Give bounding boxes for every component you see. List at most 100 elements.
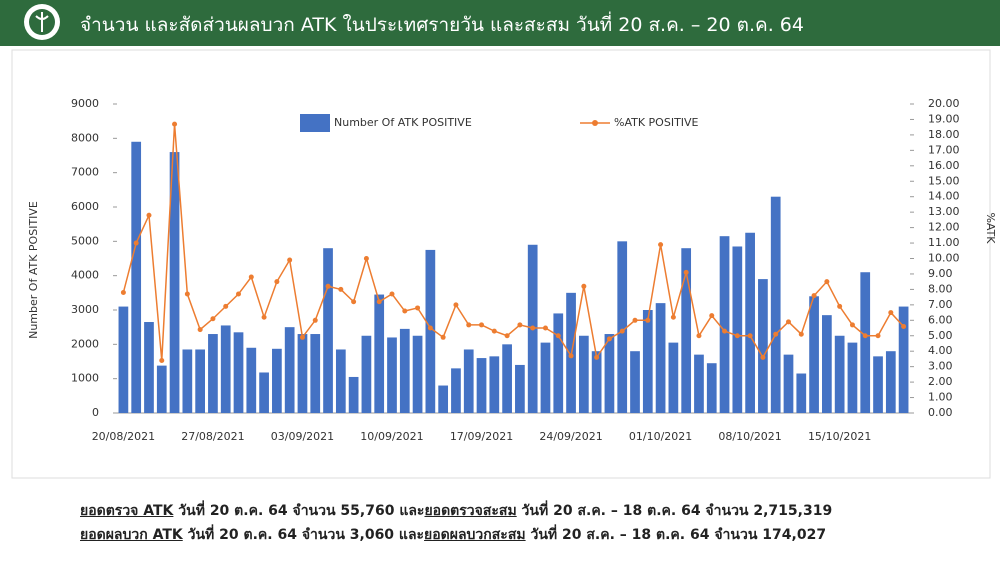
line-marker [427,325,433,331]
bar [681,248,692,413]
bar [578,335,589,413]
y2-tick-label: 12.00 [928,221,960,234]
footer-text: ยอดตรวจ ATK [80,503,174,519]
bar [630,351,640,413]
line-marker [415,305,421,311]
bar [399,328,410,413]
bar [847,342,858,413]
bar [310,334,321,413]
footer-text: วันที่ 20 ต.ค. 64 จำนวน 55,760 และ [173,503,425,519]
bar [796,373,807,413]
line-marker [338,286,344,292]
y-tick-label: 2000 [71,337,99,350]
footer-text: ยอดตรวจสะสม [424,503,517,519]
title: จำนวน และสัดส่วนผลบวก ATK ในประเทศรายวัน… [80,14,804,36]
y2-tick-label: 19.00 [928,112,960,125]
y-tick-label: 7000 [71,166,99,179]
line-marker [530,325,536,331]
y-tick-label: 8000 [71,131,99,144]
bar [131,141,142,413]
bar [361,335,372,413]
line-marker [824,279,830,285]
footer-text: ยอดผลบวก ATK [80,527,183,543]
y-tick-label: 6000 [71,200,99,213]
y2-tick-label: 8.00 [928,282,953,295]
bar [860,272,871,413]
bar [297,334,308,413]
y2-tick-label: 6.00 [928,313,953,326]
x-tick-label: 01/10/2021 [629,430,692,443]
x-tick-label: 15/10/2021 [808,430,871,443]
bar [655,303,666,413]
line-marker [210,316,216,322]
y2-tick-label: 7.00 [928,298,953,311]
line-marker [197,327,203,333]
line-marker [363,256,369,261]
y-tick-label: 4000 [71,269,99,282]
y2-tick-label: 11.00 [928,236,960,249]
line-marker [798,331,804,337]
bar [387,337,397,413]
line-marker [325,283,331,289]
line-marker [747,333,753,339]
line-marker [453,302,459,308]
bar [220,325,231,413]
bar [809,296,819,413]
y-axis-title: Number Of ATK POSITIVE [27,201,40,339]
bar [335,349,346,413]
line-marker [491,328,497,334]
logo [24,4,60,40]
y2-tick-label: 9.00 [928,267,953,280]
y2-tick-label: 13.00 [928,205,960,218]
line-marker [504,333,510,339]
x-tick-label: 17/09/2021 [450,430,513,443]
bar [169,152,180,414]
line-marker [888,310,894,316]
x-tick-label: 24/09/2021 [539,430,602,443]
bar [259,372,269,413]
bar [374,294,385,413]
line-marker [184,291,190,297]
line-marker [670,314,676,320]
y2-tick-label: 10.00 [928,252,960,265]
line-marker [581,283,587,289]
bar [758,279,768,413]
line-marker [683,269,689,275]
y2-tick-label: 2.00 [928,375,953,388]
bar [591,351,602,413]
line-marker [773,331,779,337]
bar [284,327,295,413]
bar [540,342,551,413]
bar [272,348,282,413]
footer-text: ยอดผลบวกสะสม [424,527,526,543]
x-tick-label: 20/08/2021 [92,430,155,443]
y2-tick-label: 1.00 [928,391,953,404]
line-marker [172,121,178,127]
y2-tick-label: 5.00 [928,329,953,342]
bar [195,349,205,413]
y-tick-label: 1000 [71,372,99,385]
bar [642,310,653,413]
y2-tick-label: 16.00 [928,159,960,172]
legend-label: %ATK POSITIVE [614,116,699,129]
line-marker [312,317,318,323]
line-marker [146,212,152,218]
y2-tick-label: 14.00 [928,190,960,203]
y2-axis-title: %ATK [984,212,997,244]
bar [745,232,755,413]
bar [706,363,717,413]
bar [246,347,257,413]
bar [425,249,436,413]
bar [489,356,500,413]
footer-text: วันที่ 20 ส.ค. – 18 ต.ค. 64 จำนวน 2,715,… [516,503,833,519]
y-tick-label: 5000 [71,234,99,247]
line-marker [811,293,817,299]
bar [873,356,883,413]
line-marker [248,274,254,280]
bar [156,365,167,413]
x-tick-label: 03/09/2021 [271,430,334,443]
line-marker [837,303,843,309]
bar [732,246,743,413]
line-marker [555,333,561,339]
